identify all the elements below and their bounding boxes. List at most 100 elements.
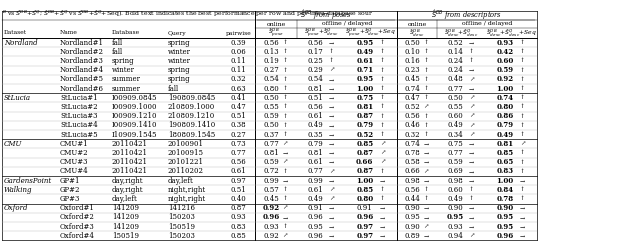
Text: ↑: ↑ (520, 68, 525, 73)
Text: 0.13: 0.13 (263, 48, 279, 56)
Text: 0.92: 0.92 (263, 232, 279, 240)
Text: 0.96: 0.96 (356, 213, 373, 221)
Text: →: → (329, 233, 334, 238)
Text: ↑: ↑ (283, 68, 288, 73)
Text: 0.93: 0.93 (230, 213, 246, 221)
Text: →: → (469, 160, 474, 165)
Text: 0.99: 0.99 (263, 177, 279, 184)
Text: ↑: ↑ (380, 123, 385, 128)
Text: 0.34: 0.34 (447, 131, 463, 138)
Text: →: → (520, 233, 525, 238)
Text: →: → (469, 86, 474, 91)
Text: 0.56: 0.56 (307, 103, 323, 111)
Text: 0.74: 0.74 (404, 140, 420, 148)
Text: →: → (329, 215, 334, 220)
Text: ↑: ↑ (283, 197, 288, 201)
Text: 0.77: 0.77 (307, 167, 323, 175)
Text: 0.71: 0.71 (356, 66, 373, 74)
Text: 0.59: 0.59 (263, 112, 279, 120)
Text: 0.78: 0.78 (404, 149, 420, 157)
Text: →: → (329, 86, 334, 91)
Text: →: → (380, 206, 385, 211)
Text: Dataset: Dataset (4, 31, 27, 35)
Text: ↗: ↗ (423, 224, 428, 229)
Text: ${}^B$ vs $\hat{S}^{DB}$+$\hat{S}^Q$; $\hat{S}^{DB}$+$\hat{S}^Q$ vs $\hat{S}^{DB: ${}^B$ vs $\hat{S}^{DB}$+$\hat{S}^Q$; $\… (2, 8, 373, 19)
Text: night,right: night,right (168, 186, 206, 194)
Text: 0.60: 0.60 (447, 112, 463, 120)
Text: 0.74: 0.74 (404, 85, 420, 92)
Text: pairwise: pairwise (226, 31, 252, 35)
Text: 0.59: 0.59 (496, 66, 513, 74)
Text: ↑: ↑ (423, 49, 428, 54)
Text: 210809.1210: 210809.1210 (168, 112, 215, 120)
Text: 0.81: 0.81 (496, 140, 513, 148)
Text: ↑: ↑ (380, 95, 385, 100)
Text: ↑: ↑ (469, 59, 474, 63)
Text: ↗: ↗ (329, 169, 334, 174)
Text: ↑: ↑ (380, 132, 385, 137)
Text: 0.50: 0.50 (263, 94, 279, 102)
Text: 0.40: 0.40 (230, 195, 246, 203)
Text: online: online (408, 21, 427, 27)
Text: ↗: ↗ (469, 123, 474, 128)
Text: ↑: ↑ (380, 59, 385, 63)
Text: 0.55: 0.55 (447, 103, 463, 111)
Text: 0.65: 0.65 (496, 158, 513, 166)
Text: 0.95: 0.95 (447, 213, 464, 221)
Text: 0.41: 0.41 (230, 94, 246, 102)
Text: →: → (423, 206, 428, 211)
Text: 0.61: 0.61 (307, 158, 323, 166)
Text: 0.49: 0.49 (307, 121, 323, 129)
Text: ↑: ↑ (520, 132, 525, 137)
Text: 0.96: 0.96 (496, 232, 513, 240)
Text: Nordland#5: Nordland#5 (60, 76, 104, 83)
Text: ↗: ↗ (380, 160, 385, 165)
Text: ↑: ↑ (380, 77, 385, 82)
Text: GP#1: GP#1 (60, 177, 81, 184)
Text: 0.95: 0.95 (496, 213, 513, 221)
Text: I10909.1545: I10909.1545 (112, 131, 157, 138)
Text: ↑: ↑ (380, 197, 385, 201)
Text: →: → (469, 141, 474, 146)
Text: →: → (329, 206, 334, 211)
Text: 0.63: 0.63 (230, 85, 246, 92)
Text: ↑: ↑ (380, 114, 385, 119)
Text: 0.59: 0.59 (263, 158, 279, 166)
Text: ↑: ↑ (423, 86, 428, 91)
Text: 0.95: 0.95 (356, 39, 373, 46)
Text: ↗: ↗ (283, 141, 288, 146)
Text: Oxford#2: Oxford#2 (60, 213, 95, 221)
Text: 0.81: 0.81 (356, 103, 373, 111)
Text: 0.46: 0.46 (404, 121, 420, 129)
Text: $\hat{S}^{DB}_{pose}$+$\hat{S}^{Q}_{desc}$: $\hat{S}^{DB}_{pose}$+$\hat{S}^{Q}_{desc… (304, 27, 339, 39)
Text: ↑: ↑ (380, 105, 385, 109)
Text: $\hat{S}^{DB}$ from poses: $\hat{S}^{DB}$ from poses (300, 9, 352, 22)
Text: 0.78: 0.78 (496, 195, 513, 203)
Text: →: → (329, 160, 334, 165)
Text: 0.49: 0.49 (447, 121, 463, 129)
Text: 150203: 150203 (168, 213, 195, 221)
Text: →: → (469, 151, 474, 155)
Text: 0.73: 0.73 (230, 140, 246, 148)
Text: ↑: ↑ (520, 114, 525, 119)
Text: fall: fall (112, 39, 123, 46)
Text: StLucia#2: StLucia#2 (60, 103, 98, 111)
Text: ↗: ↗ (469, 105, 474, 109)
Text: 0.81: 0.81 (307, 85, 323, 92)
Text: 0.49: 0.49 (356, 48, 373, 56)
Text: ↑: ↑ (329, 49, 334, 54)
Text: 1.00: 1.00 (356, 177, 373, 184)
Text: ↗: ↗ (469, 95, 474, 100)
Text: →: → (380, 178, 385, 183)
Text: 0.91: 0.91 (357, 204, 372, 212)
Text: 20100915: 20100915 (168, 149, 204, 157)
Text: $\hat{S}^{DB}_{desc}$+$\hat{S}^{Q}_{desc}$+Seq: $\hat{S}^{DB}_{desc}$+$\hat{S}^{Q}_{desc… (486, 27, 536, 39)
Text: 0.81: 0.81 (263, 149, 279, 157)
Text: 1.00: 1.00 (496, 177, 513, 184)
Text: 190809.0845: 190809.0845 (168, 94, 215, 102)
Text: →: → (329, 77, 334, 82)
Text: Oxford#1: Oxford#1 (60, 204, 95, 212)
Text: StLucia#4: StLucia#4 (60, 121, 98, 129)
Text: →: → (380, 224, 385, 229)
Text: 0.48: 0.48 (447, 76, 463, 83)
